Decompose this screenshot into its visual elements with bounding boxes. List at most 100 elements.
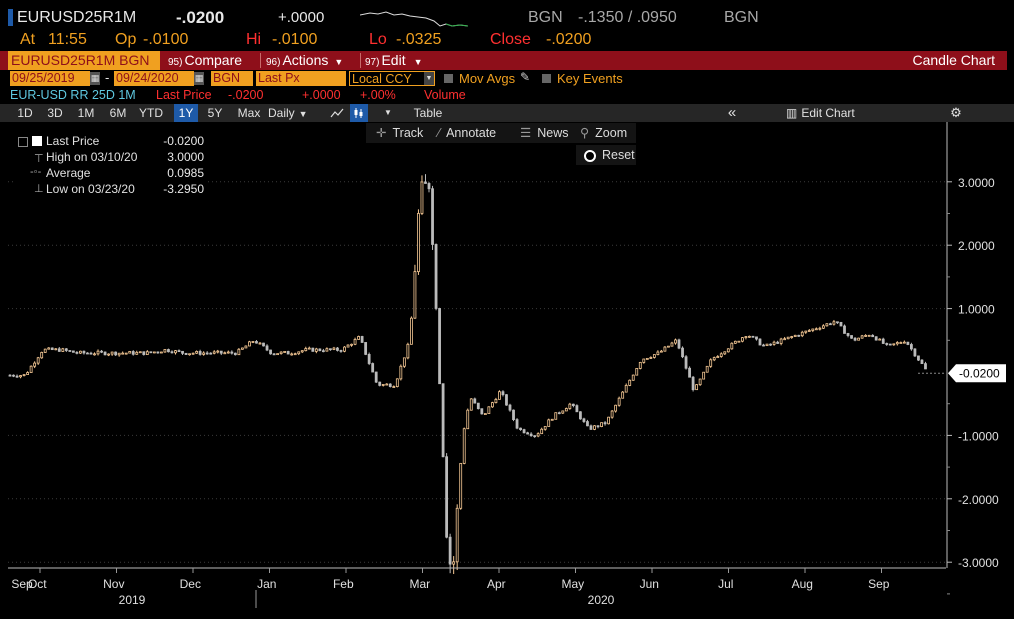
range-1m[interactable]: 1M <box>77 106 95 120</box>
range-3d[interactable]: 3D <box>47 106 63 120</box>
candle-up <box>36 357 40 364</box>
candle-down <box>286 351 290 355</box>
candle-down <box>505 394 508 406</box>
compare-button-label: Compare <box>184 52 243 68</box>
candle-up <box>663 346 667 352</box>
frequency-dropdown[interactable]: Daily ▼ <box>268 104 322 122</box>
candle-down <box>920 359 924 365</box>
candle-up <box>399 365 403 380</box>
candle-up <box>276 353 280 356</box>
last-price-tag-label: -0.0200 <box>959 366 1000 380</box>
candle-down <box>839 321 843 327</box>
x-month-label: May <box>561 577 584 591</box>
candle-up <box>790 336 794 338</box>
range-ytd[interactable]: YTD <box>139 106 163 120</box>
candle-up <box>110 351 114 355</box>
candle-down <box>311 347 315 352</box>
line-chart-icon[interactable] <box>328 104 346 122</box>
candle-up <box>410 317 413 345</box>
candle-down <box>75 351 79 354</box>
candle-up <box>487 406 491 414</box>
chevron-down-icon: ▼ <box>334 57 344 67</box>
candle-down <box>272 353 276 356</box>
candle-up <box>695 384 699 391</box>
candle-down <box>262 342 265 347</box>
range-1y[interactable]: 1Y <box>174 104 198 122</box>
annotate-button[interactable]: ⁄ Annotate <box>438 123 496 143</box>
radio-icon <box>584 150 596 162</box>
candle-up <box>698 378 702 386</box>
compare-button[interactable]: 95) Compare <box>168 51 242 70</box>
track-button[interactable]: ✛ Track <box>376 123 423 143</box>
edit-button[interactable]: 97) Edit ▼ <box>365 51 423 70</box>
ticker-symbol[interactable]: EURUSD25R1M <box>17 9 137 26</box>
candle-chart[interactable]: 3.0000 2.0000 1.0000 -1.0000 -2.0000 -3.0000 -… <box>0 122 1014 619</box>
candle-down <box>906 341 910 345</box>
news-button[interactable]: ☰ News <box>520 123 568 143</box>
calendar-icon[interactable]: ▦ <box>90 72 100 85</box>
candle-down <box>434 244 438 309</box>
candle-chart-icon[interactable] <box>350 104 368 122</box>
candle-up <box>350 343 353 346</box>
candle-down <box>388 383 392 387</box>
candle-up <box>748 335 751 338</box>
collapse-icon[interactable]: « <box>727 104 737 121</box>
candle-down <box>86 352 89 355</box>
chart-grid <box>8 181 946 563</box>
range-6m[interactable]: 6M <box>109 106 127 120</box>
candle-up <box>54 348 58 351</box>
range-max[interactable]: Max <box>237 106 261 120</box>
table-button[interactable]: Table <box>413 106 443 120</box>
chevron-down-icon[interactable]: ▼ <box>384 108 392 117</box>
candle-down <box>445 456 449 538</box>
candle-down <box>913 348 917 357</box>
candle-up <box>96 350 100 355</box>
candle-down <box>519 427 522 431</box>
x-year-label: 2020 <box>588 593 615 607</box>
pencil-icon[interactable]: ✎ <box>520 70 531 84</box>
range-5y[interactable]: 5Y <box>207 106 223 120</box>
candle-down <box>910 344 913 350</box>
pct-change-value: +.00% <box>360 88 396 102</box>
actions-button[interactable]: 96) Actions ▼ <box>266 51 343 70</box>
reset-button[interactable]: Reset <box>576 145 636 165</box>
edit-chart-button[interactable]: ▥ Edit Chart <box>786 104 866 122</box>
gear-icon[interactable]: ⚙ <box>950 105 962 120</box>
mov-avgs-checkbox[interactable] <box>444 74 453 83</box>
start-date-field[interactable]: 09/25/2019 <box>10 71 90 86</box>
candle-down <box>167 349 170 353</box>
candle-down <box>205 352 209 355</box>
candle-up <box>61 348 65 352</box>
candle-down <box>797 334 801 337</box>
field-selector[interactable]: Last Px <box>256 71 346 86</box>
candle-down <box>480 408 484 415</box>
candle-up <box>223 352 227 355</box>
calendar-icon[interactable]: ▦ <box>194 72 204 85</box>
candle-up <box>93 353 96 356</box>
candle-down <box>533 435 537 438</box>
candle-down <box>579 411 582 420</box>
range-1d[interactable]: 1D <box>17 106 33 120</box>
candle-down <box>843 325 846 334</box>
candle-up <box>128 351 132 354</box>
candle-down <box>681 347 684 358</box>
candle-down <box>8 374 12 377</box>
candle-up <box>307 347 311 350</box>
currency-dropdown[interactable]: Local CCY ▼ <box>349 71 435 86</box>
candle-up <box>867 334 871 337</box>
candle-down <box>142 351 146 355</box>
candle-down <box>850 335 853 339</box>
source-field[interactable]: BGN <box>211 71 253 86</box>
candle-up <box>543 426 547 430</box>
time-value: 11:55 <box>48 31 87 48</box>
collapse-box-icon[interactable] <box>18 137 28 147</box>
candle-up <box>857 337 860 341</box>
security-name: EUR-USD RR 25D 1M <box>10 88 136 102</box>
end-date-field[interactable]: 09/24/2020 <box>114 71 194 86</box>
candle-up <box>163 349 167 353</box>
actions-button-label: Actions <box>282 52 329 68</box>
security-field[interactable]: EURUSD25R1M BGN <box>8 51 160 70</box>
zoom-button[interactable]: ⚲ Zoom <box>580 123 627 143</box>
key-events-checkbox[interactable] <box>542 74 551 83</box>
